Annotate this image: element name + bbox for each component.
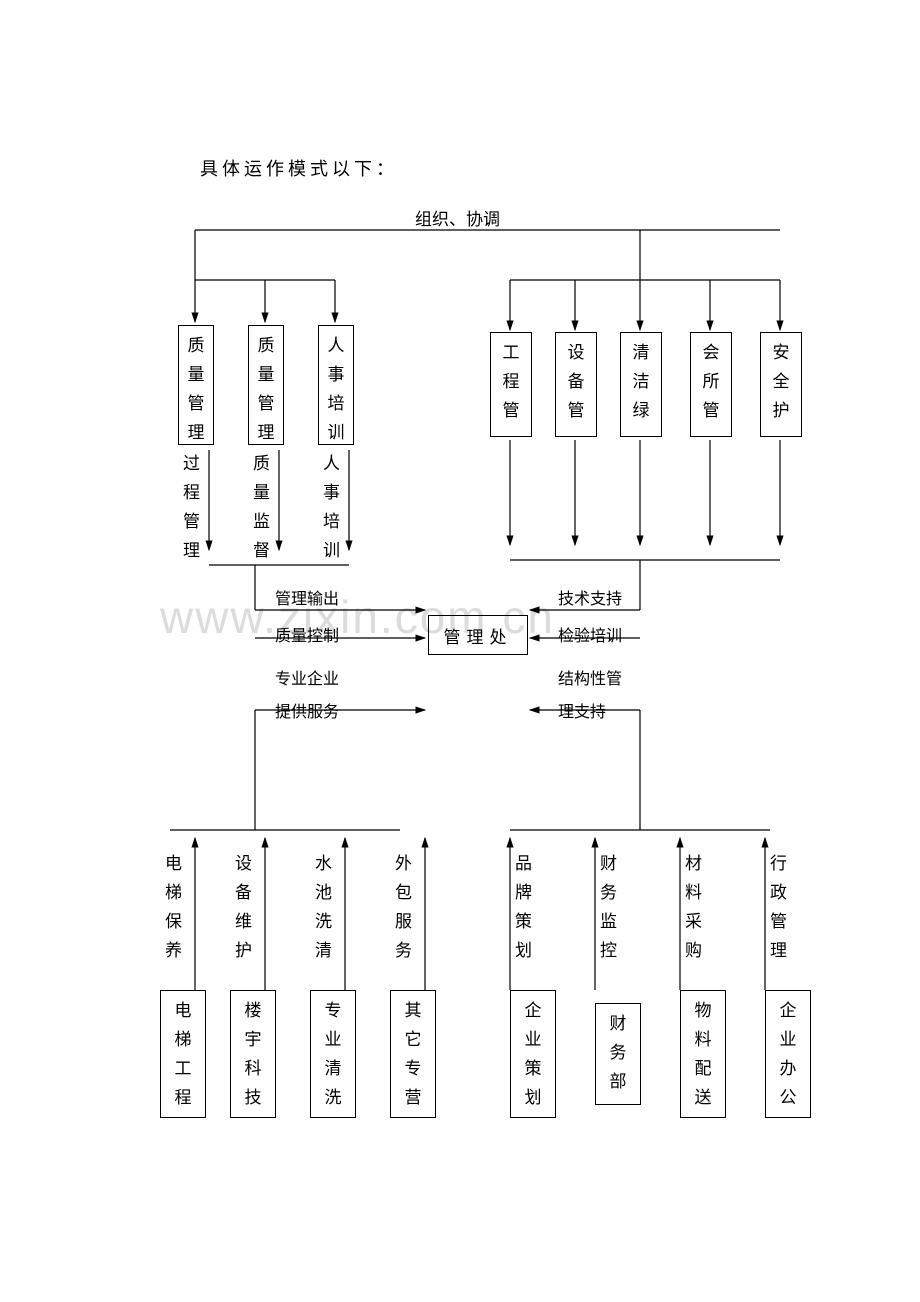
box-building-tech: 楼宇科技	[230, 990, 276, 1118]
box-elevator-eng: 电梯工程	[160, 990, 206, 1118]
box-finance-dept: 财务部	[595, 1003, 641, 1105]
box-engineering: 工程管	[490, 332, 532, 437]
box-hr-training: 人事培训	[318, 325, 354, 445]
box-text: 物料配送	[695, 997, 712, 1113]
box-pro-cleaning: 专业清洗	[310, 990, 356, 1118]
box-text: 企业策划	[525, 997, 542, 1113]
center-box-text: 管理处	[444, 623, 513, 648]
box-text: 工程管	[503, 339, 520, 426]
box-text: 会所管	[703, 339, 720, 426]
box-corp-office: 企业办公	[765, 990, 811, 1118]
text-outsource: 外包服务	[395, 850, 412, 966]
box-material-dist: 物料配送	[680, 990, 726, 1118]
text-pool-clean: 水池洗清	[315, 850, 332, 966]
box-text: 安全护	[773, 339, 790, 426]
label-quality-control: 质量控制	[275, 622, 339, 646]
text-finance-ctrl: 财务监控	[600, 850, 617, 966]
box-text: 其它专营	[405, 997, 422, 1113]
text-process-mgmt: 过程管理	[183, 450, 200, 566]
label-pro-company: 专业企业	[275, 665, 339, 689]
label-tech-support: 技术支持	[558, 585, 622, 609]
text-brand-plan: 品牌策划	[515, 850, 532, 966]
label-mgmt-output: 管理输出	[275, 585, 339, 609]
box-text: 企业办公	[780, 997, 797, 1113]
box-text: 人事培训	[328, 332, 345, 448]
label-structural-2: 理支持	[558, 698, 606, 722]
text-quality-supervise: 质量监督	[253, 450, 270, 566]
label-provide-service: 提供服务	[275, 698, 339, 722]
text-hr-training: 人事培训	[323, 450, 340, 566]
text-admin-mgmt: 行政管理	[770, 850, 787, 966]
text-material-purchase: 材料采购	[685, 850, 702, 966]
box-text: 质量管理	[258, 332, 275, 448]
box-text: 专业清洗	[325, 997, 342, 1113]
label-structural-1: 结构性管	[558, 665, 622, 689]
text-elevator-maint: 电梯保养	[165, 850, 182, 966]
box-text: 电梯工程	[175, 997, 192, 1113]
label-inspect-train: 检验培训	[558, 622, 622, 646]
box-text: 质量管理	[188, 332, 205, 448]
box-clubhouse: 会所管	[690, 332, 732, 437]
box-quality-mgmt-1: 质量管理	[178, 325, 214, 445]
box-quality-mgmt-2: 质量管理	[248, 325, 284, 445]
box-text: 财务部	[610, 1010, 627, 1097]
box-cleaning: 清洁绿	[620, 332, 662, 437]
box-text: 楼宇科技	[245, 997, 262, 1113]
center-box: 管理处	[428, 615, 528, 655]
box-equipment: 设备管	[555, 332, 597, 437]
text-equip-maint: 设备维护	[235, 850, 252, 966]
box-other-biz: 其它专营	[390, 990, 436, 1118]
box-text: 清洁绿	[633, 339, 650, 426]
box-security: 安全护	[760, 332, 802, 437]
box-text: 设备管	[568, 339, 585, 426]
box-corp-plan: 企业策划	[510, 990, 556, 1118]
